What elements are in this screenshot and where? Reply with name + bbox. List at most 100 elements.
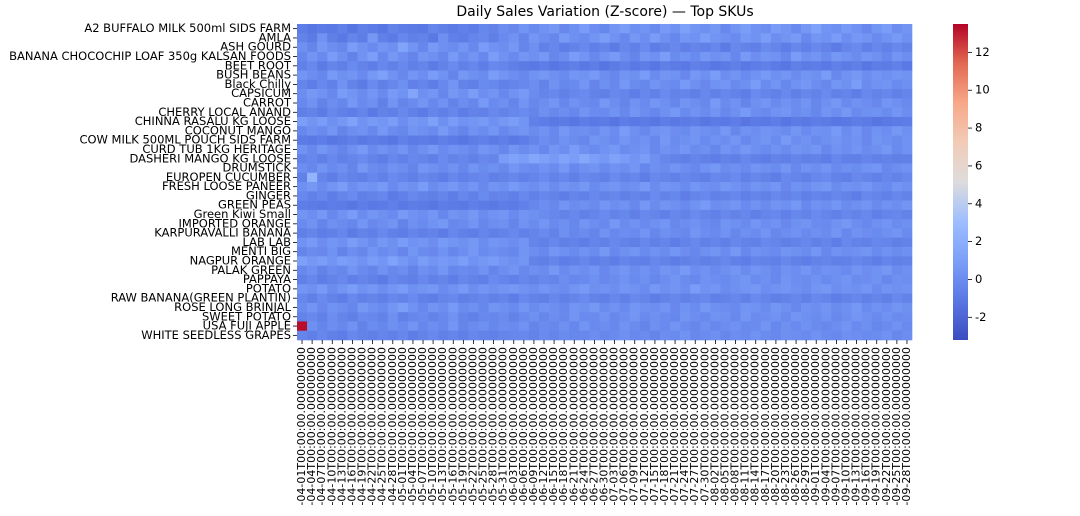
x-tick-label: -05-13T00:00:00.000000000 <box>436 347 449 506</box>
heatmap-cell <box>438 265 449 276</box>
colorbar-tick-label: 10 <box>975 83 990 97</box>
heatmap-cell <box>891 154 903 164</box>
heatmap-cell <box>579 228 590 239</box>
heatmap-cell <box>831 330 842 341</box>
heatmap-cell <box>760 126 772 136</box>
heatmap-cell <box>518 330 530 341</box>
heatmap-cell <box>428 247 439 257</box>
heatmap-cell <box>367 89 378 99</box>
heatmap-cell <box>670 33 681 43</box>
heatmap-cell <box>307 107 318 118</box>
x-tick-label: -06-03T00:00:00.000000000 <box>507 347 520 506</box>
heatmap-cell <box>861 61 872 71</box>
heatmap-cell <box>488 24 499 34</box>
heatmap-cell <box>599 219 610 229</box>
heatmap-cell <box>821 135 832 146</box>
heatmap-cell <box>801 321 812 332</box>
heatmap-cell <box>518 61 530 71</box>
heatmap-cell <box>518 247 530 257</box>
heatmap-cell <box>357 61 368 71</box>
heatmap-cell <box>649 51 661 62</box>
heatmap-cell <box>780 284 792 294</box>
x-tick-label: -04-16T00:00:00.000000000 <box>345 347 358 506</box>
heatmap-cell <box>700 24 711 34</box>
heatmap-cell <box>780 61 792 71</box>
heatmap-cell <box>317 116 328 127</box>
y-tick-label: POTATO <box>246 281 291 295</box>
heatmap-cell <box>629 172 641 183</box>
heatmap-cell <box>619 256 631 266</box>
y-tick-label: GREEN PEAS <box>218 198 291 212</box>
heatmap-cell <box>690 163 701 174</box>
heatmap-cell <box>599 182 610 192</box>
heatmap-cell <box>780 116 792 127</box>
heatmap-cell <box>901 42 913 53</box>
heatmap-cell <box>397 200 409 211</box>
heatmap-cell <box>407 312 419 322</box>
heatmap-cell <box>690 144 701 155</box>
heatmap-cell <box>680 274 691 285</box>
heatmap-cell <box>680 284 691 294</box>
heatmap-cell <box>559 321 570 332</box>
heatmap-cell <box>508 302 520 313</box>
heatmap-cell <box>488 70 499 81</box>
heatmap-cell <box>549 51 560 62</box>
heatmap-cell <box>357 98 368 108</box>
heatmap-cell <box>327 265 338 276</box>
heatmap-cell <box>569 321 580 332</box>
heatmap-cell <box>327 98 338 108</box>
heatmap-cell <box>700 265 711 276</box>
heatmap-cell <box>700 135 711 146</box>
heatmap-cell <box>518 219 530 229</box>
heatmap-cell <box>357 163 368 174</box>
heatmap-cell <box>317 144 328 155</box>
heatmap-cell <box>710 116 721 127</box>
heatmap-cell <box>881 265 893 276</box>
heatmap-cell <box>559 42 570 53</box>
heatmap-cell <box>327 172 338 183</box>
heatmap-cell <box>639 321 651 332</box>
heatmap-cell <box>528 228 540 239</box>
heatmap-cell <box>680 293 691 304</box>
heatmap-cell <box>851 284 862 294</box>
heatmap-cell <box>670 116 681 127</box>
heatmap-cell <box>337 182 348 192</box>
heatmap-cell <box>538 274 550 285</box>
heatmap-cell <box>871 70 883 81</box>
heatmap-cell <box>871 265 883 276</box>
x-tick-label: -05-16T00:00:00.000000000 <box>446 347 459 506</box>
heatmap-cell <box>649 200 661 211</box>
heatmap-cell <box>851 116 862 127</box>
heatmap-cell <box>891 70 903 81</box>
heatmap-cell <box>589 219 600 229</box>
heatmap-cell <box>680 135 691 146</box>
heatmap-cell <box>690 247 701 257</box>
heatmap-cell <box>871 247 883 257</box>
heatmap-cell <box>428 144 439 155</box>
heatmap-cell <box>599 98 610 108</box>
heatmap-cell <box>478 209 489 220</box>
heatmap-cell <box>559 302 570 313</box>
heatmap-cell <box>780 265 792 276</box>
heatmap-cell <box>720 51 731 62</box>
heatmap-cell <box>538 228 550 239</box>
heatmap-cell <box>700 302 711 313</box>
heatmap-cell <box>397 330 409 341</box>
heatmap-cell <box>791 116 802 127</box>
heatmap-cell <box>428 116 439 127</box>
heatmap-cell <box>811 302 822 313</box>
heatmap-cell <box>367 293 378 304</box>
heatmap-cell <box>428 330 439 341</box>
x-tick-label: -07-27T00:00:00.000000000 <box>688 347 701 506</box>
heatmap-cell <box>791 107 802 118</box>
heatmap-cell <box>831 107 842 118</box>
heatmap-cell <box>811 228 822 239</box>
heatmap-cell <box>710 219 721 229</box>
heatmap-cell <box>357 79 368 90</box>
heatmap-cell <box>468 247 479 257</box>
heatmap-cell <box>730 247 741 257</box>
heatmap-cell <box>891 144 903 155</box>
heatmap-cell <box>377 98 389 108</box>
heatmap-cell <box>740 265 751 276</box>
heatmap-cell <box>468 293 479 304</box>
